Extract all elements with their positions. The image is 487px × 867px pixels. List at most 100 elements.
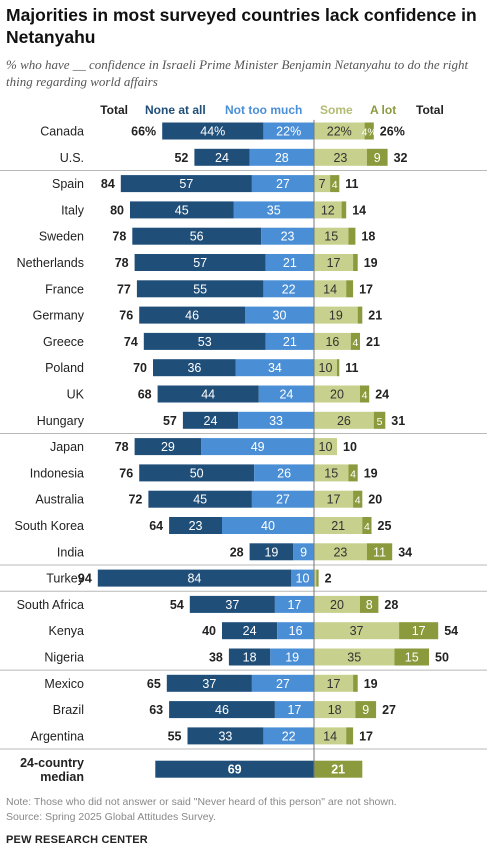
- some-value: 20: [330, 598, 344, 612]
- bar-none-at-all: [120, 175, 252, 193]
- none-at-all-value: 24: [243, 624, 257, 638]
- a-lot-value: 4: [352, 337, 358, 349]
- bar-a-lot: [394, 648, 429, 666]
- country-label: Australia: [35, 493, 84, 507]
- total-negative-label: 78: [115, 440, 129, 454]
- bar-not-too-much: [249, 148, 314, 166]
- bar-none-at-all: [97, 569, 291, 587]
- median-positive-bar: [314, 760, 363, 778]
- total-negative-label: 52: [174, 151, 188, 165]
- total-negative-label: 76: [119, 466, 133, 480]
- bar-some: [314, 517, 363, 534]
- bar-some: [314, 438, 337, 456]
- bar-some: [314, 648, 395, 666]
- not-too-much-value: 9: [300, 545, 307, 559]
- header-total-left: Total: [100, 103, 128, 117]
- total-negative-label: 55: [168, 729, 182, 743]
- bar-not-too-much: [263, 122, 314, 140]
- not-too-much-value: 17: [287, 598, 301, 612]
- none-at-all-value: 55: [193, 282, 207, 296]
- total-negative-label: 68: [138, 388, 152, 402]
- bar-some: [314, 622, 400, 640]
- bar-some: [314, 175, 331, 193]
- bar-none-at-all: [134, 254, 266, 271]
- bar-not-too-much: [251, 175, 314, 193]
- total-negative-label: 54: [170, 598, 184, 612]
- bar-a-lot: [330, 175, 340, 193]
- median-negative-bar: [155, 760, 314, 778]
- bar-none-at-all: [157, 385, 259, 403]
- some-value: 15: [324, 466, 338, 480]
- total-negative-label: 80: [110, 203, 124, 217]
- some-value: 14: [323, 282, 337, 296]
- bar-not-too-much: [263, 280, 314, 298]
- bar-some: [314, 359, 337, 377]
- not-too-much-value: 33: [269, 414, 283, 428]
- bar-not-too-much: [251, 674, 314, 692]
- country-label: South Korea: [15, 519, 85, 533]
- country-label: South Africa: [17, 598, 84, 612]
- bar-none-at-all: [228, 648, 271, 666]
- none-at-all-value: 19: [264, 545, 278, 559]
- a-lot-value: 9: [374, 151, 381, 165]
- total-positive-label: 14: [352, 203, 366, 217]
- bar-some: [314, 122, 365, 140]
- not-too-much-value: 22: [282, 729, 296, 743]
- bar-not-too-much: [274, 595, 314, 613]
- some-value: 10: [319, 440, 333, 454]
- country-label: Nigeria: [44, 651, 84, 665]
- none-at-all-value: 57: [179, 177, 193, 191]
- median-positive-value: 21: [331, 763, 345, 777]
- some-value: 17: [327, 493, 341, 507]
- a-lot-value: 4: [362, 390, 368, 402]
- country-label: Turkey: [46, 572, 84, 586]
- bar-a-lot: [346, 727, 354, 745]
- some-value: 23: [333, 151, 347, 165]
- bar-none-at-all: [134, 438, 202, 456]
- none-at-all-value: 46: [185, 309, 199, 323]
- not-too-much-value: 27: [276, 677, 290, 691]
- country-label: Hungary: [37, 414, 85, 428]
- none-at-all-value: 29: [161, 440, 175, 454]
- country-label: India: [57, 545, 84, 559]
- total-positive-label: 2: [325, 572, 332, 586]
- bar-a-lot: [348, 227, 356, 245]
- country-label: Mexico: [44, 677, 84, 691]
- header-a-lot: A lot: [370, 103, 396, 117]
- chart-source: Source: Spring 2025 Global Attitudes Sur…: [6, 811, 216, 823]
- none-at-all-value: 45: [175, 203, 189, 217]
- bar-some: [314, 227, 349, 245]
- bar-a-lot: [362, 517, 372, 534]
- country-label: Indonesia: [30, 466, 84, 480]
- bar-none-at-all: [148, 490, 252, 508]
- chart-bars: Canada 66% 44% 22% 22% 4% 26%U.S. 52 24 28 23 9 32Sp…: [0, 119, 487, 784]
- some-value: 19: [329, 309, 343, 323]
- not-too-much-value: 19: [285, 651, 299, 665]
- bar-not-too-much: [265, 332, 314, 350]
- total-positive-label: 17: [359, 282, 373, 296]
- some-value: 18: [328, 703, 342, 717]
- bar-some: [314, 701, 356, 719]
- bar-not-too-much: [274, 701, 314, 719]
- bar-a-lot: [348, 464, 358, 482]
- none-at-all-value: 36: [187, 361, 201, 375]
- total-positive-label: 19: [364, 677, 378, 691]
- bar-none-at-all: [222, 622, 278, 640]
- none-at-all-value: 37: [225, 598, 239, 612]
- bar-none-at-all: [143, 332, 266, 350]
- bar-none-at-all: [132, 227, 262, 245]
- a-lot-value: 8: [366, 598, 373, 612]
- bar-some: [314, 148, 367, 166]
- some-value: 22%: [327, 125, 352, 139]
- total-negative-label: 70: [133, 361, 147, 375]
- chart-title: Majorities in most surveyed countries la…: [6, 5, 477, 47]
- bar-a-lot: [341, 201, 347, 219]
- total-negative-label: 64: [149, 519, 163, 533]
- country-label: Greece: [43, 335, 84, 349]
- bar-not-too-much: [233, 201, 314, 219]
- total-negative-label: 65: [147, 677, 161, 691]
- none-at-all-value: 46: [215, 703, 229, 717]
- country-label: Netherlands: [17, 256, 84, 270]
- none-at-all-value: 33: [218, 729, 232, 743]
- bar-none-at-all: [166, 674, 252, 692]
